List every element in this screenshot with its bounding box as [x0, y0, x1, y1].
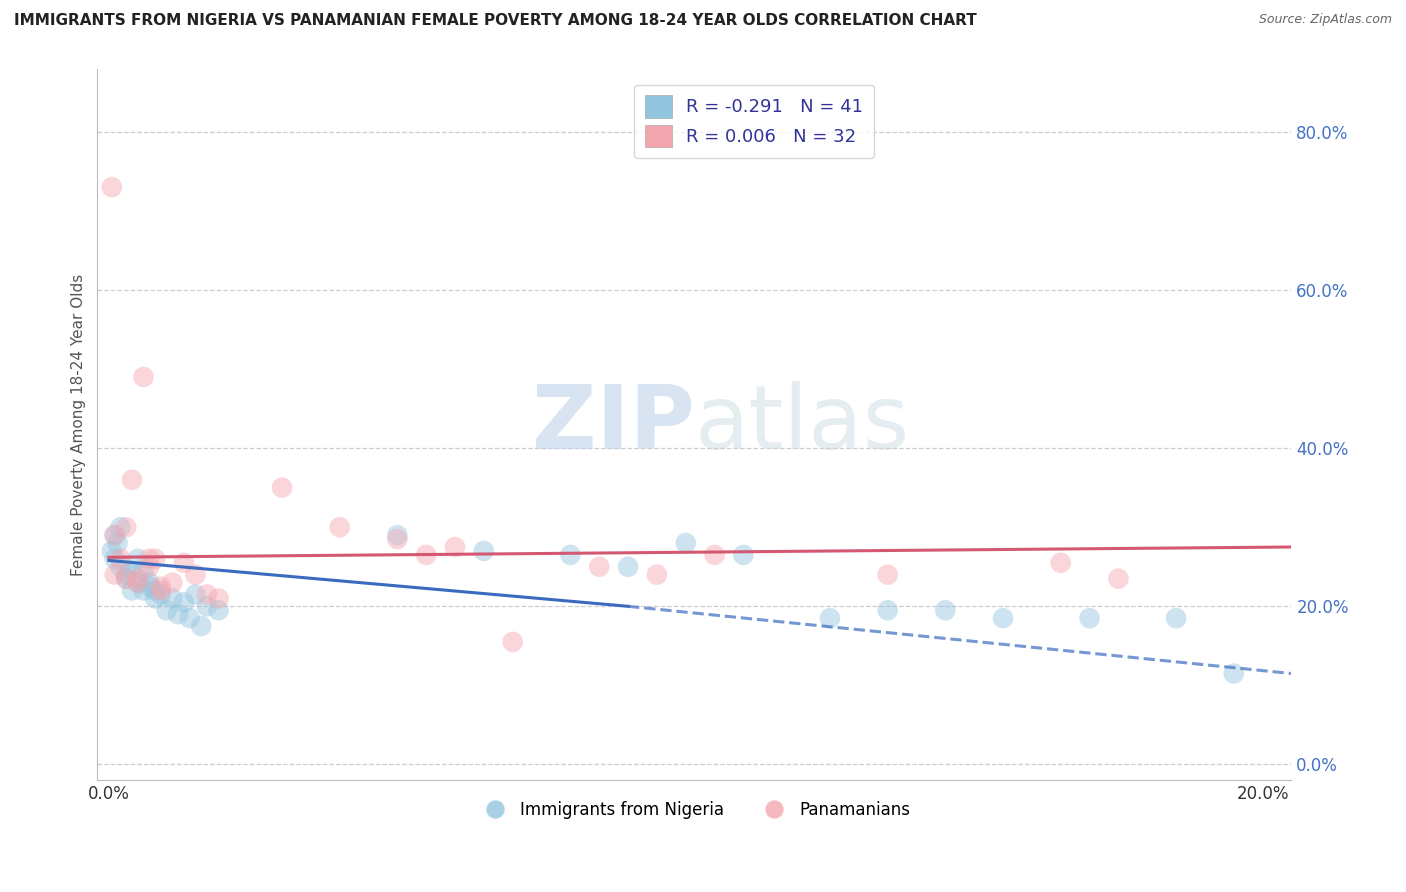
Point — [115, 572, 138, 586]
Point — [149, 583, 172, 598]
Point — [104, 528, 127, 542]
Point — [1164, 611, 1187, 625]
Point — [107, 536, 129, 550]
Point — [645, 567, 668, 582]
Point — [127, 575, 149, 590]
Point — [733, 548, 755, 562]
Point — [121, 583, 143, 598]
Point — [184, 587, 207, 601]
Point — [149, 587, 172, 601]
Point — [143, 552, 166, 566]
Point — [115, 572, 138, 586]
Point — [132, 583, 155, 598]
Point — [115, 567, 138, 582]
Point — [138, 575, 160, 590]
Point — [167, 607, 190, 622]
Point — [127, 572, 149, 586]
Point — [173, 595, 195, 609]
Point — [104, 567, 127, 582]
Point — [207, 591, 229, 606]
Point — [329, 520, 352, 534]
Legend: Immigrants from Nigeria, Panamanians: Immigrants from Nigeria, Panamanians — [472, 794, 917, 825]
Point — [190, 619, 212, 633]
Point — [1078, 611, 1101, 625]
Text: atlas: atlas — [695, 381, 910, 468]
Point — [143, 583, 166, 598]
Point — [675, 536, 697, 550]
Point — [934, 603, 956, 617]
Y-axis label: Female Poverty Among 18-24 Year Olds: Female Poverty Among 18-24 Year Olds — [72, 273, 86, 575]
Point — [195, 599, 218, 614]
Point — [703, 548, 725, 562]
Point — [121, 473, 143, 487]
Point — [876, 567, 898, 582]
Point — [876, 603, 898, 617]
Point — [387, 532, 409, 546]
Point — [991, 611, 1014, 625]
Point — [162, 575, 184, 590]
Point — [104, 552, 127, 566]
Point — [110, 559, 132, 574]
Point — [179, 611, 201, 625]
Point — [127, 575, 149, 590]
Point — [1049, 556, 1071, 570]
Text: IMMIGRANTS FROM NIGERIA VS PANAMANIAN FEMALE POVERTY AMONG 18-24 YEAR OLDS CORRE: IMMIGRANTS FROM NIGERIA VS PANAMANIAN FE… — [14, 13, 977, 29]
Point — [127, 552, 149, 566]
Point — [143, 591, 166, 606]
Point — [100, 180, 122, 194]
Point — [155, 603, 177, 617]
Point — [818, 611, 841, 625]
Point — [132, 564, 155, 578]
Point — [588, 559, 610, 574]
Text: Source: ZipAtlas.com: Source: ZipAtlas.com — [1258, 13, 1392, 27]
Point — [162, 591, 184, 606]
Point — [444, 540, 467, 554]
Point — [207, 603, 229, 617]
Point — [1107, 572, 1129, 586]
Point — [121, 564, 143, 578]
Point — [1223, 666, 1246, 681]
Point — [184, 567, 207, 582]
Point — [115, 520, 138, 534]
Point — [100, 544, 122, 558]
Point — [138, 559, 160, 574]
Point — [173, 556, 195, 570]
Point — [387, 528, 409, 542]
Point — [560, 548, 582, 562]
Point — [195, 587, 218, 601]
Point — [132, 370, 155, 384]
Point — [104, 528, 127, 542]
Text: ZIP: ZIP — [531, 381, 695, 468]
Point — [502, 635, 524, 649]
Point — [415, 548, 437, 562]
Point — [271, 481, 294, 495]
Point — [110, 520, 132, 534]
Point — [149, 580, 172, 594]
Point — [138, 580, 160, 594]
Point — [110, 552, 132, 566]
Point — [617, 559, 640, 574]
Point — [138, 552, 160, 566]
Point — [472, 544, 495, 558]
